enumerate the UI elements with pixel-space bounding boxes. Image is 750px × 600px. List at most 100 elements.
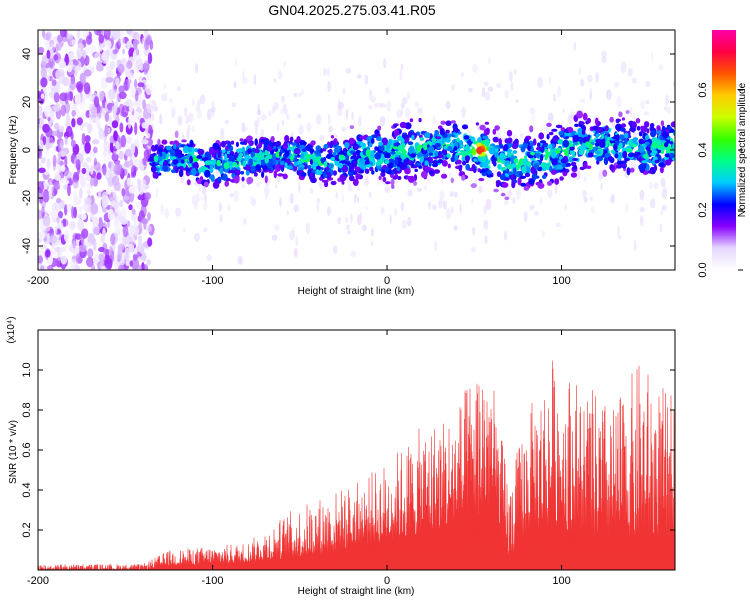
spectrogram-cell — [625, 147, 633, 153]
spectrogram-cell — [560, 158, 567, 164]
spectrogram-cell — [249, 195, 254, 200]
spectrogram-cell — [614, 81, 618, 89]
spectrogram-cell — [628, 139, 633, 148]
spectrogram-cell — [665, 94, 669, 106]
spectrogram-xtick-label: 0 — [384, 275, 390, 287]
spectrogram-cell — [224, 153, 228, 161]
spectrogram-cell — [659, 223, 663, 234]
spectrogram-cell — [230, 140, 235, 145]
spectrogram-cell — [59, 160, 64, 167]
spectrogram-cell — [548, 76, 552, 86]
spectrogram-cell — [59, 92, 68, 102]
spectrogram-cell — [510, 163, 516, 169]
snr-ytick-label: 1.0 — [21, 362, 33, 377]
spectrogram-cell — [135, 111, 140, 118]
spectrogram-cell — [567, 114, 573, 125]
spectrogram-cell — [108, 115, 113, 126]
spectrogram-cell — [237, 256, 243, 265]
spectrogram-cell — [661, 188, 667, 199]
spectrogram-cell — [640, 127, 647, 133]
spectrogram-ytick-label: 0 — [21, 147, 33, 153]
spectrogram-cell — [183, 227, 186, 233]
spectrogram-cell — [316, 201, 320, 213]
spectrogram-cell — [141, 139, 149, 145]
spectrogram-cell — [411, 134, 415, 140]
spectrogram-cell — [102, 248, 111, 256]
spectrogram-cell — [631, 77, 637, 84]
spectrogram-cell — [142, 228, 148, 237]
spectrogram-cell — [186, 179, 191, 186]
spectrogram-cell — [198, 167, 202, 174]
spectrogram-cell — [211, 153, 215, 158]
spectrogram-cell — [529, 142, 534, 147]
spectrogram-cell — [281, 95, 285, 104]
spectrogram-cell — [394, 157, 398, 166]
spectrogram-cell — [617, 235, 622, 240]
spectrogram-cell — [60, 255, 67, 265]
spectrogram-cell — [38, 249, 45, 255]
spectrogram-cell — [112, 30, 121, 40]
spectrogram-cell — [656, 125, 661, 131]
spectrogram-cell — [49, 248, 57, 256]
spectrogram-cell — [196, 109, 202, 119]
spectrogram-cell — [399, 121, 407, 129]
spectrogram-cell — [428, 145, 435, 153]
spectrogram-cell — [638, 164, 645, 171]
spectrogram-cell — [93, 96, 100, 108]
spectrogram-cell — [488, 147, 496, 155]
spectrogram-cell — [672, 80, 675, 88]
spectrogram-cell — [443, 145, 448, 150]
spectrogram-cell — [137, 241, 142, 251]
spectrogram-cell — [547, 188, 553, 199]
spectrogram-cell — [438, 199, 443, 209]
spectrogram-cell — [418, 117, 422, 123]
spectrogram-cell — [58, 125, 65, 133]
spectrogram-cell — [42, 33, 50, 41]
spectrogram-cell — [120, 208, 127, 219]
spectrogram-cell — [461, 124, 469, 130]
spectrogram-cell — [616, 146, 620, 151]
spectrogram-cell — [38, 46, 45, 54]
spectrogram-cell — [185, 116, 189, 124]
spectrogram-cell — [617, 154, 622, 162]
spectrogram-cell — [532, 204, 535, 209]
spectrogram-cell — [404, 122, 412, 130]
spectrogram-cell — [620, 127, 626, 132]
spectrogram-cell — [414, 101, 420, 108]
spectrogram-cell — [70, 139, 76, 148]
spectrogram-cell — [485, 198, 492, 211]
spectrogram-cell — [198, 184, 201, 192]
spectrogram-cell — [92, 139, 100, 145]
spectrogram-cell — [419, 137, 425, 141]
spectrogram-cell — [596, 160, 600, 165]
spectrogram-cell — [307, 165, 312, 170]
spectrogram-cell — [482, 135, 489, 140]
spectrogram-cell — [500, 174, 506, 181]
spectrogram-cell — [354, 166, 361, 173]
spectrogram-cell — [371, 170, 375, 175]
spectrogram-cell — [407, 182, 411, 187]
spectrogram-cell — [330, 156, 336, 161]
spectrogram-cell — [298, 92, 302, 97]
spectrogram-cell — [309, 172, 314, 180]
spectrogram-cell — [410, 153, 417, 158]
spectrogram-cell — [348, 175, 355, 182]
spectrogram-cell — [493, 168, 497, 176]
spectrogram-cell — [83, 82, 91, 95]
spectrogram-cell — [151, 112, 155, 121]
spectrogram-cell — [259, 154, 265, 160]
spectrogram-cell — [42, 91, 48, 101]
spectrogram-cell — [589, 92, 592, 101]
spectrogram-cell — [78, 244, 87, 253]
colorbar-tick-label: 0.4 — [697, 142, 709, 157]
spectrogram-cell — [618, 142, 623, 149]
spectrogram-cell — [203, 181, 209, 188]
spectrogram-cell — [64, 135, 68, 146]
spectrogram-cell — [206, 254, 212, 262]
spectrogram-cell — [284, 162, 288, 169]
spectrogram-cell — [379, 116, 386, 127]
spectrogram-cell — [370, 227, 375, 237]
spectrogram-cell — [453, 127, 459, 134]
spectrogram-xtick-label: 100 — [552, 275, 570, 287]
spectrogram-cell — [483, 219, 489, 230]
